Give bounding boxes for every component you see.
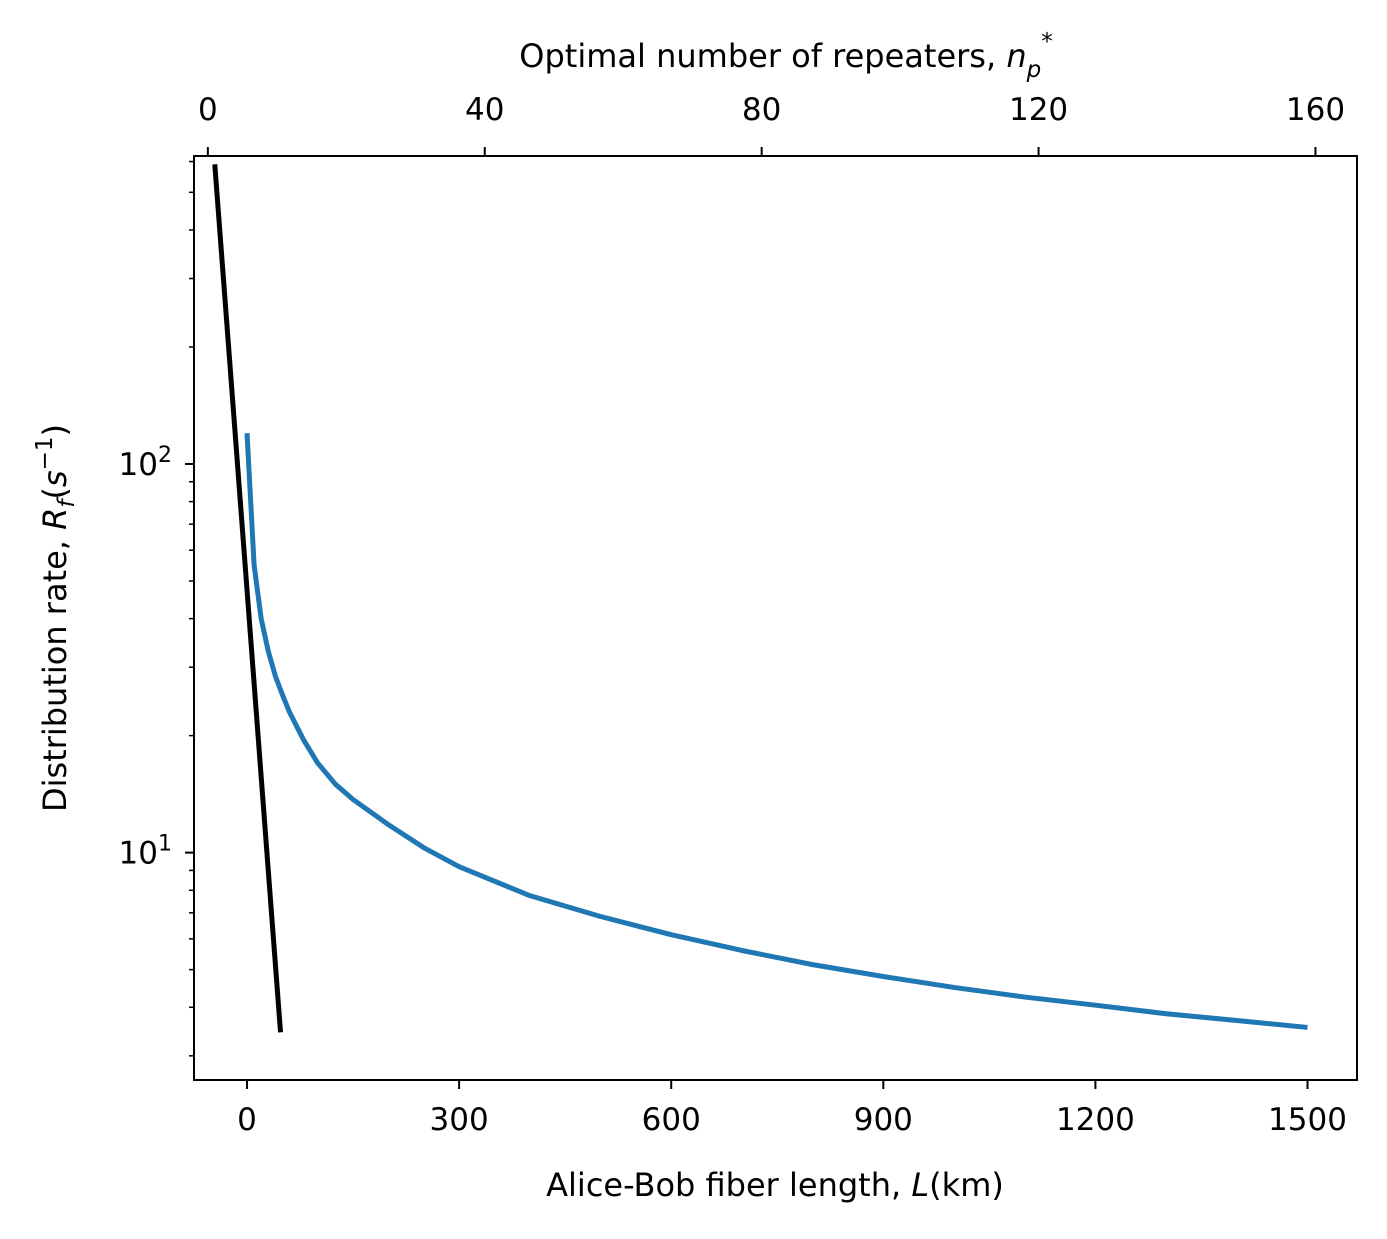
top-x-axis-title: Optimal number of repeaters, np* (519, 29, 1052, 83)
top-x-tick-label: 40 (465, 92, 504, 128)
x-tick-label: 300 (430, 1102, 489, 1138)
top-x-tick-label: 0 (198, 92, 218, 128)
y-axis-title: Distribution rate, Rf(s−1) (32, 424, 80, 812)
top-x-axis: 0 40 80 120 160 (198, 92, 1345, 156)
series-line-1 (244, 433, 1308, 1030)
y-tick-label: 102 (119, 443, 172, 483)
top-x-tick-label: 80 (742, 92, 781, 128)
top-x-tick-label: 160 (1286, 92, 1345, 128)
x-axis-title: Alice-Bob fiber length, L(km) (546, 1166, 1004, 1204)
x-tick-label: 1200 (1056, 1102, 1135, 1138)
plot-area (194, 156, 1357, 1080)
series-layer (212, 164, 1308, 1033)
x-tick-label: 0 (237, 1102, 257, 1138)
x-tick-label: 900 (854, 1102, 913, 1138)
series-line-2 (212, 164, 284, 1033)
x-tick-label: 1500 (1268, 1102, 1347, 1138)
y-tick-label: 101 (119, 832, 172, 872)
bottom-x-axis: 0 300 600 900 1200 1500 (237, 1080, 1347, 1138)
y-axis: 101 102 (119, 160, 194, 1057)
x-tick-label: 600 (642, 1102, 701, 1138)
top-x-tick-label: 120 (1009, 92, 1068, 128)
